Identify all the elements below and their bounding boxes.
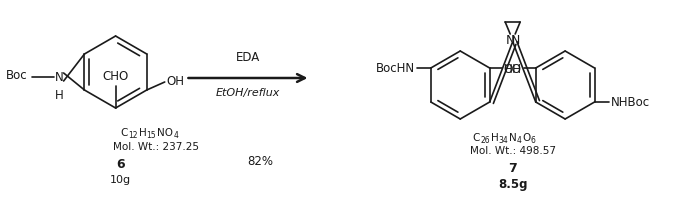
Text: N: N <box>509 133 516 143</box>
Text: 4: 4 <box>174 131 178 140</box>
Text: NO: NO <box>157 128 173 138</box>
Text: OH: OH <box>504 62 521 75</box>
Text: 10g: 10g <box>110 175 131 185</box>
Text: N: N <box>505 33 515 46</box>
Text: 8.5g: 8.5g <box>498 178 528 191</box>
Text: H: H <box>491 133 498 143</box>
Text: N: N <box>510 33 520 46</box>
Text: 4: 4 <box>516 136 521 145</box>
Text: C: C <box>473 133 480 143</box>
Text: BocHN: BocHN <box>376 62 415 75</box>
Text: 82%: 82% <box>247 155 273 168</box>
Text: 15: 15 <box>146 131 156 140</box>
Text: 34: 34 <box>498 136 508 145</box>
Text: 6: 6 <box>116 158 125 171</box>
Text: C: C <box>121 128 128 138</box>
Text: 12: 12 <box>128 131 138 140</box>
Text: O: O <box>523 133 531 143</box>
Text: NHBoc: NHBoc <box>611 95 650 108</box>
Text: Mol. Wt.: 498.57: Mol. Wt.: 498.57 <box>470 146 556 156</box>
Text: EtOH/reflux: EtOH/reflux <box>216 88 280 98</box>
Text: HO: HO <box>504 62 522 75</box>
Text: H: H <box>55 89 64 102</box>
Text: CHO: CHO <box>102 70 129 83</box>
Text: 7: 7 <box>508 162 517 175</box>
Text: Mol. Wt.: 237.25: Mol. Wt.: 237.25 <box>113 142 199 152</box>
Text: OH: OH <box>167 75 185 88</box>
Text: H: H <box>139 128 146 138</box>
Text: Boc: Boc <box>6 68 28 81</box>
Text: 26: 26 <box>481 136 491 145</box>
Text: 6: 6 <box>530 136 535 145</box>
Text: N: N <box>55 70 64 84</box>
Text: EDA: EDA <box>236 51 260 64</box>
